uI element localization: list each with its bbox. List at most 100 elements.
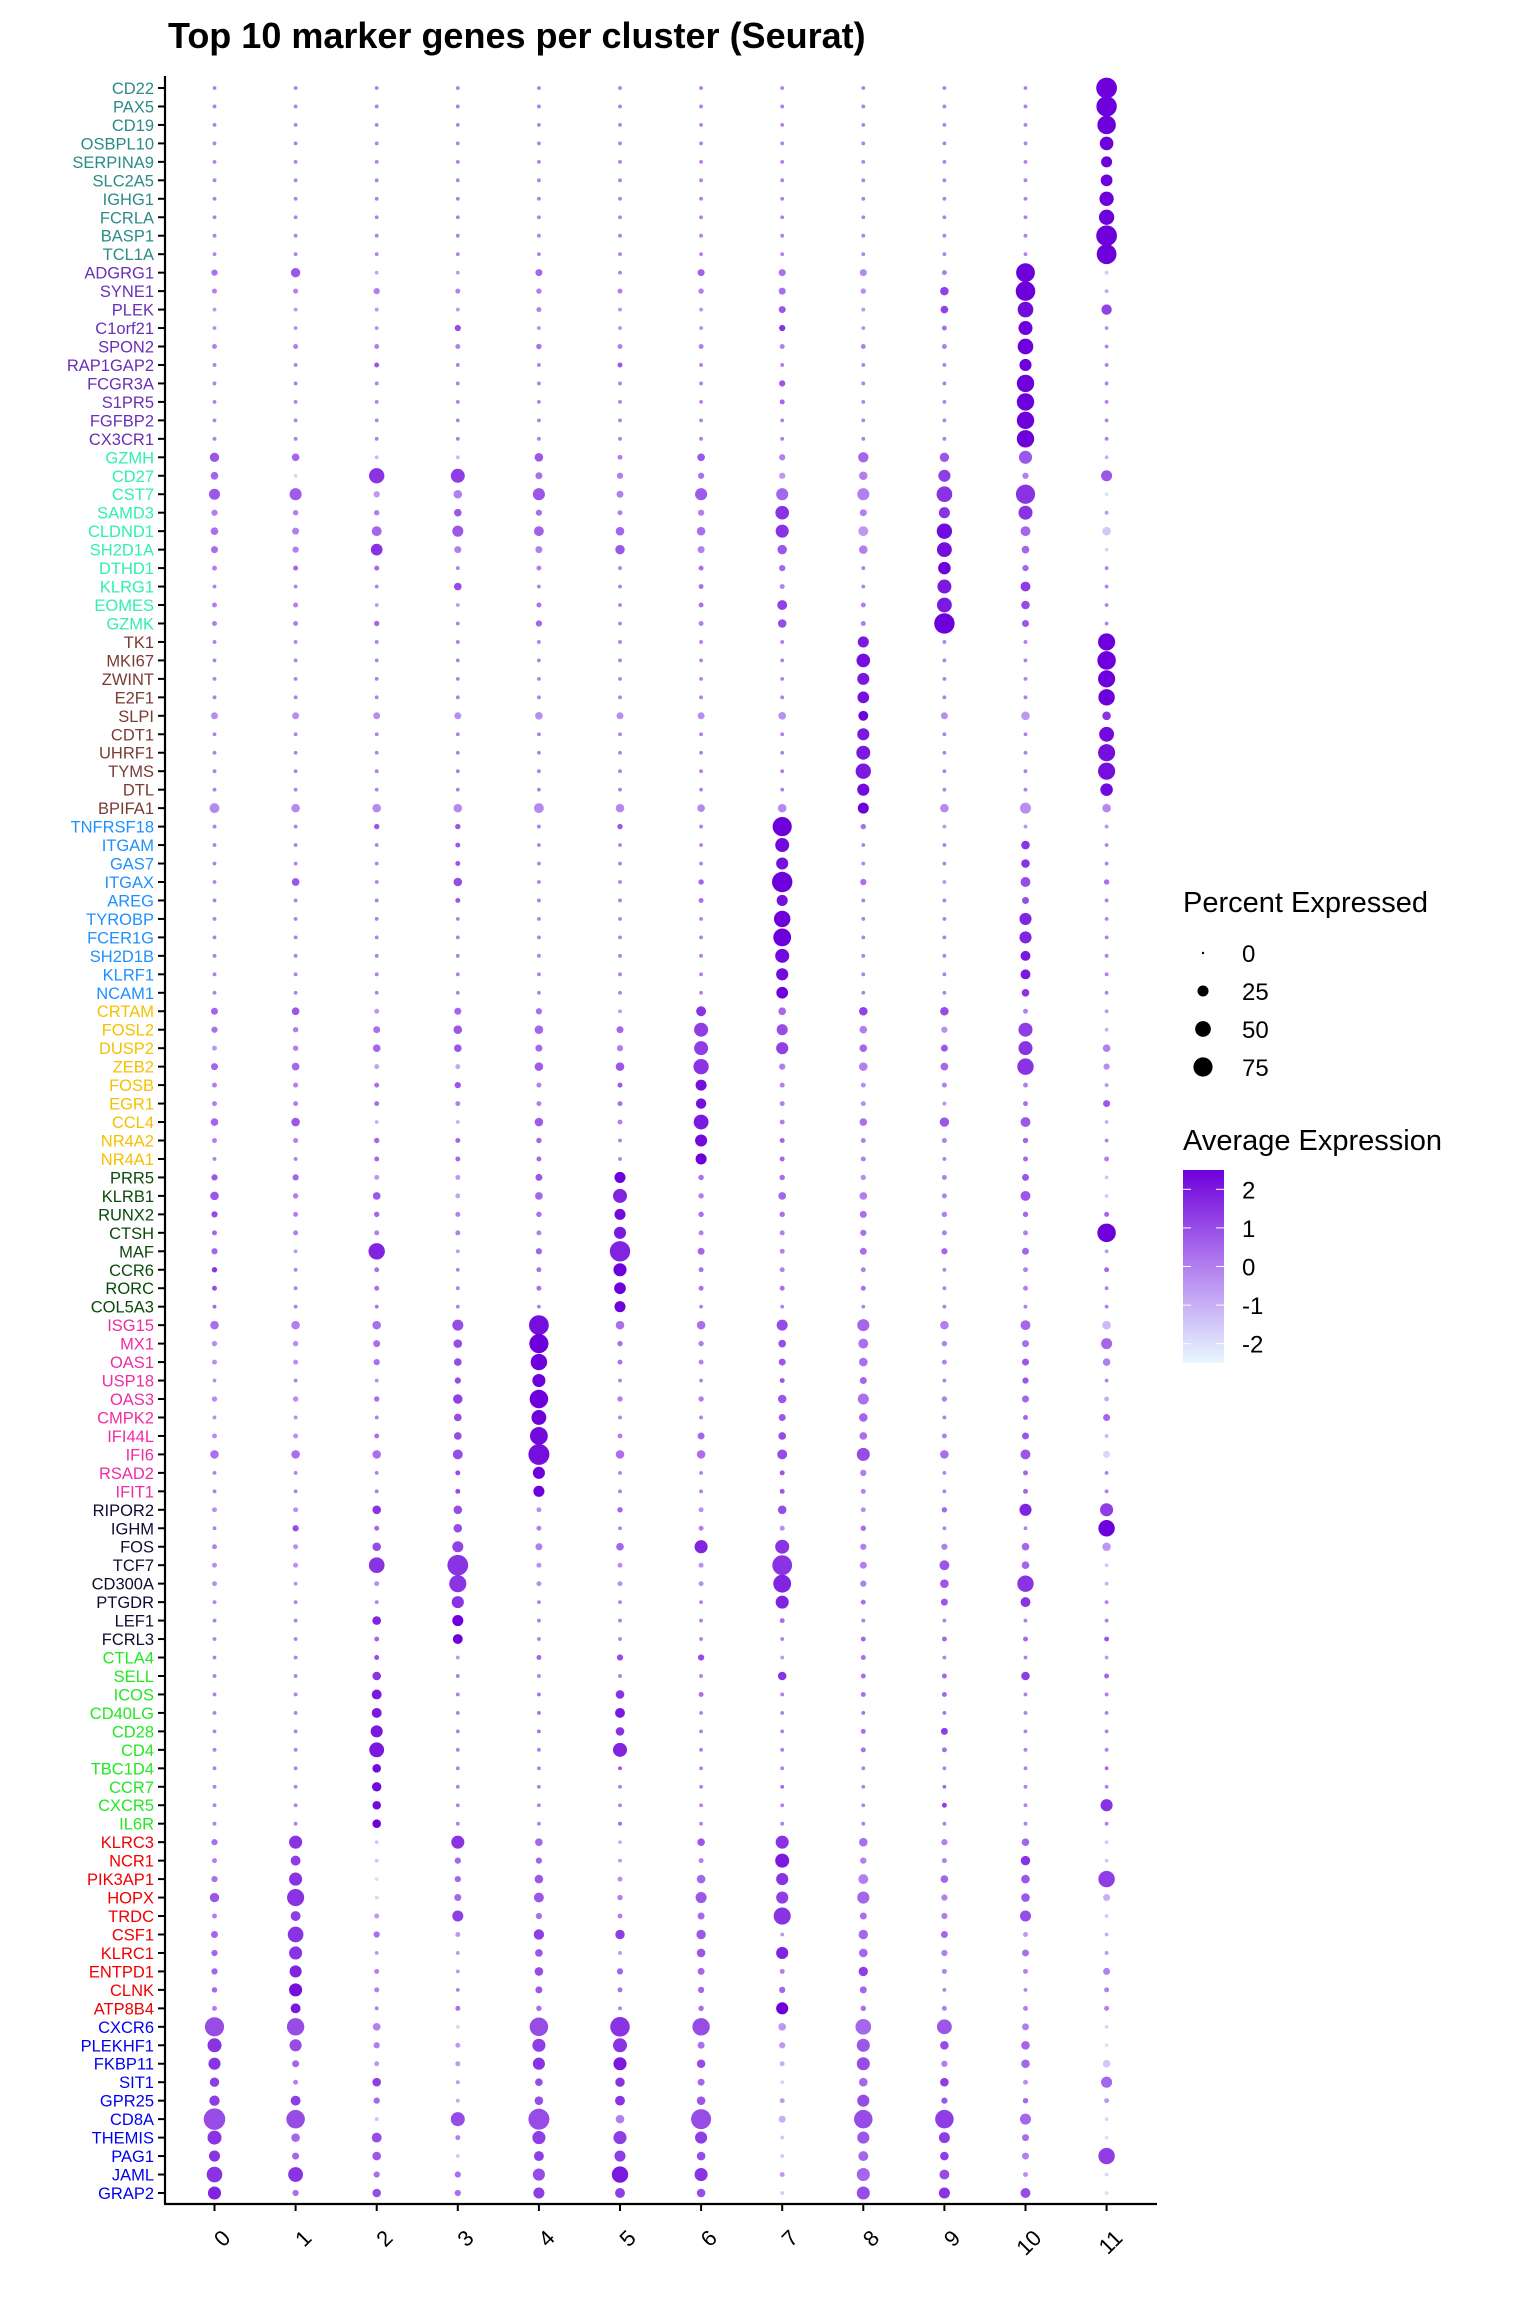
dot-point [1102,803,1111,813]
dot-point [861,566,866,571]
gene-label: HOPX [107,1890,154,1908]
dot-point [536,1710,541,1715]
gene-label: ITGAX [104,874,154,892]
dot-point [534,1025,544,1035]
gene-label: PTGDR [96,1594,154,1612]
dot-point [1104,603,1109,607]
dot-point [776,968,789,981]
dot-point [373,1931,380,1938]
dot-point [293,1747,298,1752]
dot-point [699,86,704,90]
dot-point [942,880,947,884]
dot-point [374,603,379,607]
dot-point [780,196,785,201]
dot-point [211,1949,218,1957]
dot-point [779,1525,785,1531]
dot-point [371,526,382,537]
dot-point [536,1137,542,1144]
gene-label: AREG [107,892,154,910]
dot-point [940,1579,949,1588]
dot-point [1015,484,1036,504]
dot-point [453,1394,463,1404]
dot-point [696,1929,706,1940]
dot-point [452,525,464,537]
dot-point [536,990,541,995]
dot-point [1023,1008,1028,1014]
dot-point [1103,1894,1111,1902]
dot-point [293,1507,299,1513]
dot-point [455,750,460,755]
dot-point [373,509,380,516]
dot-point [615,1450,625,1459]
gene-label: ZWINT [102,671,154,689]
dot-point [1016,411,1035,430]
dot-point [212,1618,217,1623]
dot-point [772,817,792,837]
dot-point [941,1082,947,1088]
dot-point [940,1598,948,1606]
dot-point [1022,1173,1029,1181]
dot-point [374,326,379,330]
dot-point [775,1539,790,1554]
dot-point [212,1655,217,1660]
dot-point [942,787,947,792]
dot-point [373,1396,380,1402]
dot-point [532,2168,545,2181]
dot-point [536,676,541,681]
dot-point [698,2005,704,2012]
dot-point [779,1174,785,1181]
dot-point [697,2078,705,2086]
gene-label: OAS1 [110,1354,154,1372]
dot-point [293,1655,298,1660]
dot-point [452,1319,464,1331]
dot-point [288,2167,304,2182]
dot-point [1104,917,1109,921]
gene-label: CMPK2 [97,1409,154,1427]
dot-point [1016,263,1035,283]
dot-point [289,1946,303,1960]
dot-point [293,769,298,774]
gene-label: ENTPD1 [89,1963,154,1981]
dot-point [532,2038,546,2052]
dot-point [779,1082,785,1088]
dot-point [455,640,460,644]
dot-point [293,141,298,146]
gene-label: TBC1D4 [91,1760,154,1778]
dot-point [293,159,298,164]
x-tick-label: 4 [533,2225,559,2251]
dot-point [212,1415,217,1420]
dot-point [777,1394,787,1404]
dot-point [536,141,541,146]
dot-point [1104,824,1109,829]
dot-point [942,104,947,109]
dot-point [618,381,622,386]
dot-point [210,1191,219,1201]
dot-point [699,953,704,958]
dot-point [940,286,949,296]
dot-point [699,307,704,312]
dot-point [861,418,866,423]
dot-point [293,1230,299,1236]
dot-point [452,1541,464,1553]
dot-point [780,436,785,441]
dot-point [536,972,541,977]
dot-point [212,1082,217,1088]
dot-point [536,880,541,884]
gene-label: EGR1 [109,1096,154,1114]
dot-point [293,861,298,866]
dot-point [615,1690,625,1699]
dot-point [857,1393,869,1405]
dot-point [293,1286,298,1291]
dot-point [212,1637,217,1641]
dot-point [293,399,298,404]
dot-point [780,418,785,423]
dot-point [1021,1671,1030,1681]
dot-point [1104,1120,1109,1124]
size-legend-dot [1201,951,1205,955]
dot-point [778,1432,787,1440]
dot-point [618,566,622,571]
dot-point [374,1913,380,1919]
dot-point [618,418,622,423]
dot-point [536,843,541,847]
gene-label: SLC2A5 [93,172,154,190]
